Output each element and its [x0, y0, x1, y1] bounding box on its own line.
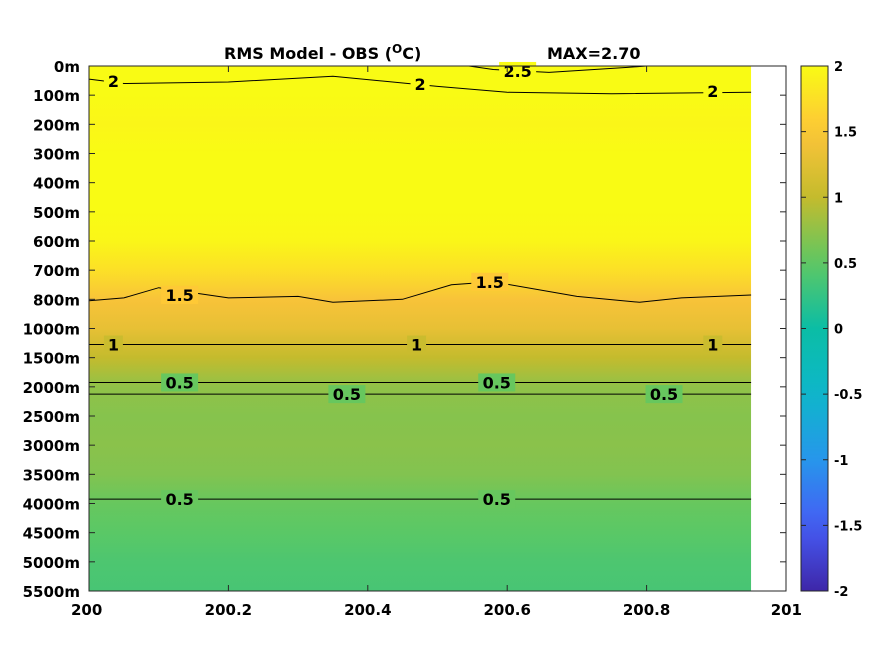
contour-label-bg	[478, 373, 516, 392]
contour-label: 0.5	[483, 490, 511, 509]
contour-label-bg	[478, 490, 516, 509]
contour-0.5: 0.5 0.5	[89, 373, 752, 392]
title-text: RMS Model - OBS (OC)	[224, 42, 421, 63]
x-tick-label: 200	[71, 601, 102, 619]
contour-label-bg	[407, 335, 427, 354]
y-tick-label: 3500m	[23, 466, 80, 484]
contour-lines: 2.5 2 2 2 1.5 1.5 1 1 1 0.5 0.5 0.5 0.5 0.5 0.5	[88, 61, 752, 509]
chart-title: RMS Model - OBS (OC) MAX=2.70	[224, 42, 641, 63]
contour-label: 1	[707, 336, 718, 355]
colorbar-tick-label: 2	[834, 60, 843, 75]
contour-label-bg	[703, 335, 723, 354]
contour-line	[88, 75, 752, 95]
heatmap-field	[89, 66, 786, 591]
y-tick-label: 5500m	[23, 583, 80, 601]
contour-label: 2	[415, 75, 426, 94]
y-tick-label: 300m	[33, 146, 80, 164]
contour-label: 2	[108, 72, 119, 91]
colorbar-tick-label: 1	[834, 191, 843, 206]
colorbar-tick-label: -1	[834, 454, 848, 469]
contour-1.5: 1.5 1.5	[88, 272, 752, 305]
contour-label: 0.5	[165, 373, 193, 392]
contour-label: 0.5	[333, 385, 361, 404]
colorbar: 2 1.5 1 0.5 0 -0.5 -1 -1.5 -2	[800, 60, 862, 600]
contour-label: 0.5	[483, 373, 511, 392]
y-tick-label: 100m	[33, 87, 80, 105]
contour-label: 1	[411, 336, 422, 355]
y-tick-label: 700m	[33, 262, 80, 280]
contour-label: 1	[108, 336, 119, 355]
colorbar-tick-label: -2	[834, 585, 848, 600]
y-tick-label: 600m	[33, 233, 80, 251]
contour-label-bg	[645, 385, 683, 404]
colorbar-tick-label: -1.5	[834, 519, 862, 534]
contour-0.5: 0.5 0.5	[89, 490, 752, 509]
y-tick-label: 1500m	[23, 350, 80, 368]
contour-label-bg	[161, 373, 199, 392]
colorbar-tick-label: 0	[834, 323, 843, 338]
x-tick-label: 201	[771, 601, 802, 619]
x-tick-label: 200.2	[205, 601, 252, 619]
contour-label-bg	[161, 490, 199, 509]
contour-label-bg	[703, 82, 723, 101]
y-tick-label: 2000m	[23, 379, 80, 397]
contour-line	[88, 281, 752, 303]
y-tick-label: 400m	[33, 175, 80, 193]
contour-1: 1 1 1	[89, 335, 752, 355]
x-tick-label: 200.8	[623, 601, 670, 619]
contour-label-bg	[161, 285, 199, 304]
contour-label-bg	[103, 72, 123, 91]
contour-label: 1.5	[165, 286, 193, 305]
heatmap-fill	[89, 66, 752, 591]
y-tick-label: 2500m	[23, 408, 80, 426]
contour-label: 1.5	[476, 273, 504, 292]
y-tick-label: 800m	[33, 291, 80, 309]
contour-label: 2	[707, 82, 718, 101]
colorbar-tick-label: -0.5	[834, 388, 862, 403]
contour-label: 0.5	[165, 490, 193, 509]
contour-2: 2 2 2	[88, 72, 752, 101]
y-tick-label: 3000m	[23, 437, 80, 455]
y-tick-label: 0m	[54, 58, 80, 76]
contour-label-bg	[103, 335, 123, 354]
y-tick-label: 4000m	[23, 496, 80, 514]
contour-0.5: 0.5 0.5	[89, 385, 752, 404]
contour-label: 2.5	[503, 62, 531, 81]
contour-line	[468, 65, 647, 73]
y-tick-label: 200m	[33, 116, 80, 134]
plot-axes: 0m 100m 200m 300m 400m 500m 600m 700m 800m 1000m 1…	[23, 58, 802, 619]
y-tick-label: 1000m	[23, 321, 80, 339]
colorbar-tick-label: 0.5	[834, 257, 857, 272]
contour-label-bg	[410, 75, 430, 94]
contour-label-bg	[471, 272, 509, 291]
x-tick-label: 200.4	[344, 601, 391, 619]
y-tick-label: 5000m	[23, 554, 80, 572]
x-tick-label: 200.6	[483, 601, 530, 619]
y-tick-label: 4500m	[23, 525, 80, 543]
max-value-label: MAX=2.70	[547, 44, 641, 63]
colorbar-tick-label: 1.5	[834, 126, 857, 141]
y-tick-label: 500m	[33, 204, 80, 222]
contour-label-bg	[328, 385, 366, 404]
contour-label: 0.5	[650, 385, 678, 404]
